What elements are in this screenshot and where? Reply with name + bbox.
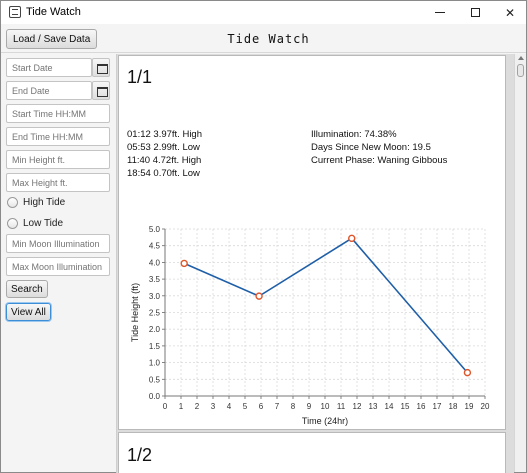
end-date-calendar-icon[interactable] <box>92 81 110 100</box>
tide-entry: 05:53 2.99ft. Low <box>127 142 200 153</box>
low-tide-radio[interactable] <box>7 217 18 229</box>
result-page-number: 1/1 <box>127 67 153 87</box>
data-point <box>180 259 188 268</box>
minimize-button[interactable] <box>421 1 459 24</box>
y-tick-label: 2.5 <box>149 309 161 318</box>
tide-entry: 18:54 0.70ft. Low <box>127 168 200 179</box>
window-title: Tide Watch <box>26 6 81 18</box>
low-tide-option[interactable]: Low Tide <box>7 215 111 231</box>
x-tick-label: 1 <box>179 402 184 411</box>
y-tick-label: 2.0 <box>149 325 161 334</box>
tide-entry: 11:40 4.72ft. High <box>127 155 202 166</box>
scrollbar-thumb[interactable] <box>517 64 524 77</box>
high-tide-radio[interactable] <box>7 196 18 208</box>
x-tick-label: 0 <box>163 402 168 411</box>
maximize-icon <box>470 8 480 17</box>
y-tick-label: 1.5 <box>149 342 161 351</box>
end-date-field[interactable] <box>6 81 92 100</box>
data-point <box>463 368 472 377</box>
close-button[interactable]: ✕ <box>491 1 527 24</box>
app-icon <box>9 6 21 18</box>
header-bar: Load / Save Data Tide Watch <box>1 25 526 53</box>
y-tick-label: 4.5 <box>149 242 161 251</box>
series-line <box>183 237 469 374</box>
result-page-number: 1/2 <box>127 445 153 465</box>
x-tick-label: 11 <box>337 402 346 411</box>
result-card: 1/2 <box>118 432 506 473</box>
result-card: 1/1 01:12 3.97ft. High 05:53 2.99ft. Low… <box>118 55 506 430</box>
y-tick-label: 1.0 <box>149 359 161 368</box>
x-tick-label: 7 <box>275 402 280 411</box>
x-tick-label: 20 <box>481 402 490 411</box>
x-tick-label: 13 <box>369 402 378 411</box>
min-moon-illumination-field[interactable] <box>6 234 110 253</box>
app-heading: Tide Watch <box>227 32 310 46</box>
tide-entry: 01:12 3.97ft. High <box>127 129 202 140</box>
x-tick-label: 10 <box>321 402 330 411</box>
view-all-button[interactable]: View All <box>6 303 51 321</box>
x-tick-label: 15 <box>401 402 410 411</box>
x-tick-label: 3 <box>211 402 216 411</box>
x-tick-label: 8 <box>291 402 296 411</box>
y-axis-label: Tide Height (ft) <box>130 283 140 342</box>
start-date-calendar-icon[interactable] <box>92 58 110 77</box>
tide-list: 01:12 3.97ft. High 05:53 2.99ft. Low 11:… <box>127 128 202 180</box>
x-tick-label: 16 <box>417 402 426 411</box>
moon-info: Illumination: 74.38% Days Since New Moon… <box>311 128 447 167</box>
min-height-field[interactable] <box>6 150 110 169</box>
y-tick-label: 3.5 <box>149 275 161 284</box>
filter-sidebar: High Tide Low Tide Search View All <box>1 54 115 472</box>
close-icon: ✕ <box>504 5 516 20</box>
tide-height-chart: 0 1 2 3 4 5 6 7 8 9 10 11 12 13 14 15 16 17 18 19 200.00.51.… <box>130 225 490 426</box>
x-tick-label: 12 <box>353 402 362 411</box>
y-tick-label: 0.5 <box>149 375 161 384</box>
max-moon-illumination-field[interactable] <box>6 257 110 276</box>
current-moon-phase: Current Phase: Waning Gibbous <box>311 155 448 166</box>
load-save-button[interactable]: Load / Save Data <box>6 29 98 49</box>
x-tick-label: 9 <box>307 402 312 411</box>
x-tick-label: 5 <box>243 402 248 411</box>
x-tick-label: 17 <box>433 402 442 411</box>
y-tick-label: 0.0 <box>149 392 161 401</box>
search-button[interactable]: Search <box>6 280 48 298</box>
x-tick-label: 6 <box>259 402 264 411</box>
high-tide-label: High Tide <box>23 196 66 208</box>
results-scrollbar[interactable] <box>514 54 526 472</box>
start-time-field[interactable] <box>6 104 110 123</box>
x-axis-label: Time (24hr) <box>302 416 348 426</box>
x-tick-label: 2 <box>195 402 200 411</box>
x-tick-label: 19 <box>465 402 474 411</box>
high-tide-option[interactable]: High Tide <box>7 194 111 210</box>
moon-illumination: Illumination: 74.38% <box>311 129 397 140</box>
low-tide-label: Low Tide <box>23 217 64 229</box>
scroll-up-arrow-icon[interactable] <box>518 56 524 60</box>
x-tick-label: 4 <box>227 402 232 411</box>
y-tick-label: 5.0 <box>149 225 161 234</box>
days-since-new-moon: Days Since New Moon: 19.5 <box>311 142 431 153</box>
maximize-button[interactable] <box>456 1 494 24</box>
end-time-field[interactable] <box>6 127 110 146</box>
data-point <box>255 292 263 300</box>
max-height-field[interactable] <box>6 173 110 192</box>
results-panel[interactable]: 1/1 01:12 3.97ft. High 05:53 2.99ft. Low… <box>116 54 514 473</box>
x-tick-label: 18 <box>449 402 458 411</box>
title-bar: Tide Watch ✕ <box>1 1 526 24</box>
minimize-icon <box>435 12 445 13</box>
start-date-field[interactable] <box>6 58 92 77</box>
y-tick-label: 3.0 <box>149 292 161 301</box>
data-point <box>348 234 356 243</box>
x-tick-label: 14 <box>385 402 394 411</box>
y-tick-label: 4.0 <box>149 258 161 267</box>
